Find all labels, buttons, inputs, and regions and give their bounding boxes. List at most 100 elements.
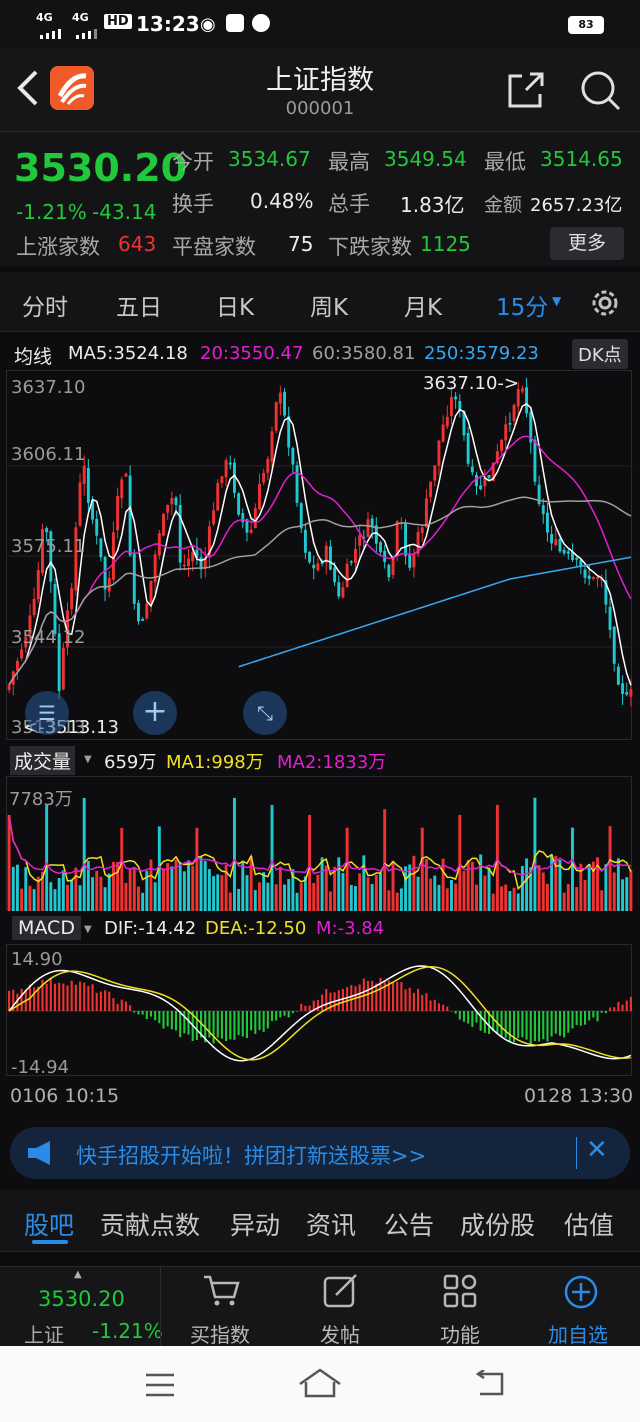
search-icon[interactable] (578, 68, 622, 116)
volume-bar (195, 827, 199, 911)
volume-dropdown-icon[interactable]: ▼ (84, 754, 92, 765)
candle-body (174, 497, 178, 505)
menu-lines-icon[interactable]: ☰ (25, 691, 69, 735)
macd-histogram-bar (129, 1005, 132, 1011)
tab-monthly-k[interactable]: 月K (404, 295, 443, 321)
macd-histogram-bar (458, 1011, 461, 1020)
share-icon[interactable] (506, 70, 546, 114)
volume-bar (91, 877, 95, 911)
post-label: 发帖 (320, 1323, 360, 1347)
candle-body (195, 549, 199, 558)
add-watchlist-button[interactable]: 加自选 (540, 1267, 624, 1347)
caret-up-icon[interactable]: ▲ (74, 1269, 82, 1280)
volume-bar (182, 871, 186, 911)
expand-icon[interactable]: ⤡ (243, 691, 287, 735)
tab-announcements[interactable]: 公告 (384, 1211, 435, 1240)
battery-icon: 83 (568, 16, 604, 34)
candle-body (362, 536, 366, 539)
macd-histogram-bar (91, 984, 94, 1011)
macd-histogram-bar (379, 977, 382, 1011)
macd-histogram-bar (66, 985, 69, 1011)
tab-movement[interactable]: 异动 (230, 1211, 281, 1240)
macd-histogram-bar (508, 1011, 511, 1042)
volume-bar (212, 876, 216, 911)
tab-constituents[interactable]: 成份股 (460, 1211, 536, 1240)
candle-body (170, 498, 174, 505)
tab-contribution[interactable]: 贡献点数 (100, 1211, 201, 1240)
low-value: 3514.65 (540, 147, 623, 171)
macd-chart[interactable]: 14.90 -14.94 (6, 944, 633, 1078)
volume-bar (241, 862, 245, 911)
macd-histogram-bar (625, 1000, 628, 1011)
footer-price[interactable]: 3530.20 (38, 1287, 125, 1311)
dk-point-button[interactable]: DK点 (572, 339, 628, 369)
macd-histogram-bar (600, 1011, 603, 1013)
tab-15min[interactable]: 15分 (496, 295, 549, 321)
volume-bar (149, 859, 153, 911)
more-button[interactable]: 更多 (550, 227, 624, 260)
settings-gear-icon[interactable] (588, 286, 622, 324)
volume-bar (328, 891, 332, 911)
volume-bar (28, 885, 32, 911)
macd-histogram-bar (613, 1007, 616, 1011)
candle-body (395, 521, 399, 557)
post-button[interactable]: 发帖 (300, 1267, 384, 1347)
back-nav-icon[interactable] (472, 1368, 506, 1402)
tab-five-day[interactable]: 五日 (116, 295, 162, 321)
volume-indicator-select[interactable]: 成交量 (10, 746, 76, 775)
volume-bar (541, 872, 545, 911)
volume-bar (383, 809, 387, 911)
volume-chart[interactable]: 7783万 (6, 776, 633, 911)
back-icon[interactable] (14, 68, 42, 112)
volume-bar (558, 859, 562, 911)
macd-histogram-bar (49, 977, 52, 1011)
content-tabs: 股吧 贡献点数 异动 资讯 公告 成份股 估值 (0, 1190, 640, 1252)
macd-histogram-bar (296, 1011, 299, 1012)
macd-dea-line (8, 966, 631, 1061)
volume-bar (308, 814, 312, 911)
kline-chart[interactable]: 3637.10 3606.11 3575.11 3544.12 3513.13 … (6, 370, 633, 740)
menu-icon[interactable] (144, 1372, 176, 1402)
home-icon[interactable] (298, 1368, 342, 1404)
volume-bar (625, 877, 629, 911)
dropdown-icon[interactable]: ▼ (552, 294, 562, 308)
volume-bar (287, 879, 291, 911)
page-title: 上证指数 (266, 65, 374, 96)
candle-body (437, 440, 441, 466)
volume-bar (99, 876, 103, 911)
macd-histogram-bar (58, 982, 61, 1011)
volume-bar (554, 855, 558, 911)
candle-body (579, 559, 583, 567)
tab-intraday[interactable]: 分时 (22, 295, 68, 321)
tab-daily-k[interactable]: 日K (216, 295, 255, 321)
candle-body (253, 508, 257, 529)
candle-body (333, 567, 337, 583)
close-icon[interactable]: ✕ (586, 1135, 608, 1165)
functions-button[interactable]: 功能 (420, 1267, 504, 1347)
volume-bar (178, 862, 182, 911)
volume-bar (86, 860, 90, 911)
macd-dropdown-icon[interactable]: ▼ (84, 924, 92, 935)
news-banner[interactable]: 快手招股开始啦！拼团打新送股票>> ✕ (10, 1127, 630, 1179)
crosshair-icon[interactable]: + (133, 691, 177, 735)
volume-bar (249, 855, 253, 911)
macd-histogram-bar (262, 1011, 265, 1032)
tab-valuation[interactable]: 估值 (564, 1211, 615, 1240)
volume-bar (136, 886, 140, 911)
app-header: 上证指数 000001 (0, 48, 640, 132)
tab-forum[interactable]: 股吧 (24, 1211, 75, 1240)
volume-bar (15, 864, 19, 911)
tab-news[interactable]: 资讯 (306, 1211, 357, 1240)
macd-histogram-bar (571, 1011, 574, 1029)
tab-weekly-k[interactable]: 周K (310, 295, 349, 321)
candle-body (516, 389, 520, 407)
macd-indicator-select[interactable]: MACD (12, 916, 81, 940)
volume-bar (312, 882, 316, 911)
ma60-value: 60:3580.81 (312, 343, 416, 364)
active-tab-indicator (32, 1240, 68, 1244)
macd-histogram-bar (442, 1004, 445, 1011)
news-text[interactable]: 快手招股开始啦！拼团打新送股票>> (76, 1144, 427, 1168)
buy-index-button[interactable]: 买指数 (180, 1267, 264, 1347)
candle-body (283, 391, 286, 416)
volume-bar (412, 855, 416, 911)
